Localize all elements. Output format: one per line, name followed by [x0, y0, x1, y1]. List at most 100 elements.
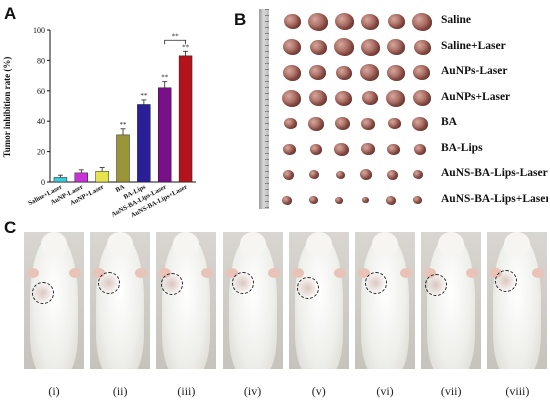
mouse-paw [69, 268, 81, 278]
panel-a-label: A [4, 4, 17, 23]
tumor-sample [413, 143, 426, 155]
tumor-site-circle [495, 270, 518, 292]
tumor-sample [309, 39, 327, 55]
ruler [259, 9, 269, 209]
group-label: Saline+Laser [441, 39, 506, 52]
significance-mark: ** [120, 121, 128, 129]
tumor-site-circle [365, 272, 387, 294]
tumor-sample [308, 196, 318, 205]
mouse-head [504, 232, 531, 256]
mouse-paw [532, 268, 545, 278]
chart-axes: 0 20 40 60 80 100 [33, 26, 196, 187]
tumor-sample [335, 90, 352, 106]
tumor-site-circle [296, 277, 319, 299]
tumor-sample [308, 116, 324, 131]
tumor-sample [387, 39, 405, 56]
significance-mark: ** [140, 92, 148, 100]
panel-c-label: C [4, 218, 17, 237]
tumor-sample [412, 116, 428, 131]
bracket-label: ** [172, 32, 180, 40]
group-numeral: (i) [48, 384, 60, 398]
group-numeral: (viii) [505, 384, 530, 398]
mouse-paw [358, 268, 370, 278]
mouse-paw [201, 268, 214, 278]
tumor-site-circle [161, 273, 184, 295]
bar-7 [178, 55, 193, 183]
tumor-sample [360, 38, 380, 56]
tumor-sample [361, 13, 379, 30]
tumor-site-circle [425, 274, 448, 296]
tumor-sample [386, 89, 405, 107]
mouse-body [162, 236, 211, 369]
tumor-sample [282, 64, 301, 81]
mouse-paw [135, 268, 148, 278]
y-tick-label: 20 [37, 148, 45, 157]
tumor-sample [309, 170, 319, 180]
significance-mark: ** [182, 43, 190, 51]
group-numeral: (vi) [376, 384, 394, 398]
tumor-sample [334, 142, 349, 156]
tumor-sample [413, 170, 423, 180]
mouse-paw [333, 268, 346, 278]
bar-1 [53, 177, 68, 183]
tumor-sample [412, 196, 422, 205]
bar-2 [74, 172, 89, 183]
bar-6 [157, 87, 172, 183]
mouse-head [305, 232, 332, 256]
group-numeral: (v) [311, 384, 326, 398]
tumor-site-circle [231, 272, 254, 294]
tumor-sample [282, 89, 301, 107]
y-tick-label: 40 [37, 117, 45, 126]
mouse-head [173, 232, 200, 256]
y-axis-label: Tumor inhibition rate (%) [2, 57, 12, 158]
bar-4 [116, 134, 130, 183]
tumor-sample [360, 64, 379, 82]
tumor-sample [412, 12, 432, 31]
y-tick-label: 0 [41, 178, 45, 187]
group-label: AuNPs-Laser [441, 65, 508, 77]
tumor-sample [335, 170, 345, 179]
mouse-paw [225, 268, 238, 278]
mouse-head [438, 232, 465, 256]
tumor-sample [412, 90, 431, 107]
mouse-paw [93, 268, 106, 278]
tumor-sample [283, 14, 301, 30]
tumor-sample [335, 65, 352, 80]
bar-3 [95, 171, 109, 183]
mouse-photo [24, 232, 84, 369]
tumor-sample [283, 118, 297, 130]
mouse-photo [288, 232, 349, 369]
tumor-sample [334, 117, 350, 131]
tumor-sample [361, 117, 375, 130]
tumor-sample [361, 91, 378, 106]
mouse-paw [27, 268, 39, 278]
mouse-body [96, 236, 145, 369]
tumor-sample [334, 38, 354, 57]
group-numeral: (vii) [440, 384, 462, 398]
category-label: BA [115, 183, 127, 194]
tumor-sample [309, 65, 326, 81]
mouse-head [107, 232, 134, 256]
tumor-sample [387, 143, 400, 155]
tumor-sample [387, 14, 405, 30]
tumor-sample [386, 64, 405, 81]
group-label: Saline [441, 14, 472, 26]
bar-5 [137, 104, 151, 183]
tumor-sample [309, 143, 322, 155]
tumor-sample [386, 195, 396, 205]
mouse-paw [267, 268, 280, 278]
mouse-photo [421, 232, 482, 369]
tumor-sample [282, 195, 292, 205]
group-label: AuNPs+Laser [441, 90, 511, 103]
group-label: BA-Lips [441, 141, 483, 154]
mouse-paw [490, 268, 503, 278]
group-numeral: (iii) [177, 384, 196, 398]
tumor-sample [361, 197, 369, 204]
excised-tumors-photo: Saline Saline+Laser AuNPs-Laser AuNPs+Laser… [253, 3, 548, 218]
tumor-sample [334, 13, 354, 31]
group-label: BA [441, 116, 457, 128]
mouse-paw [159, 268, 172, 278]
mouse-photo-row: (i) (ii) (iii) (iv) (v) (vi) (vii) (viii) [0, 224, 550, 405]
tumor-sample [335, 196, 343, 204]
